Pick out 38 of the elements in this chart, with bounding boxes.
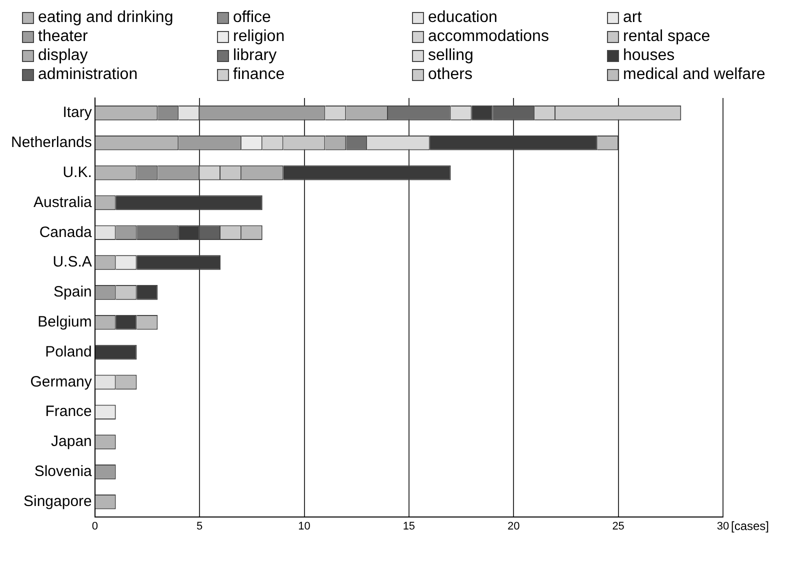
x-tick-label: 30 <box>716 520 730 532</box>
legend-label: office <box>233 8 271 27</box>
y-tick-label: U.K. <box>62 164 92 181</box>
x-tick-label: 25 <box>612 520 624 532</box>
y-tick-label: France <box>45 403 92 420</box>
legend-label: library <box>233 46 277 65</box>
y-tick-label: Slovenia <box>34 463 93 480</box>
y-tick-label: Canada <box>39 224 93 241</box>
legend-label: others <box>428 65 472 84</box>
x-tick-label: 0 <box>92 520 98 532</box>
y-tick-label: Germany <box>30 373 92 390</box>
legend-label: finance <box>233 65 285 84</box>
y-tick-label: Belgium <box>38 314 92 330</box>
legend-label: display <box>38 46 88 65</box>
legend-label: art <box>623 8 642 27</box>
y-tick-label: Itary <box>62 104 92 122</box>
y-tick-label: Poland <box>45 343 92 360</box>
legend-label: accommodations <box>428 27 549 46</box>
y-tick-label: U.S.A <box>52 254 92 271</box>
legend-label: selling <box>428 46 474 65</box>
y-tick-label: Netherlands <box>10 134 92 152</box>
legend-label: houses <box>623 46 675 65</box>
legend-label: administration <box>38 65 138 84</box>
y-tick-label: Australia <box>34 194 93 211</box>
x-axis-title: [cases] <box>731 519 770 534</box>
x-tick-label: 5 <box>196 520 203 532</box>
x-tick-label: 15 <box>402 520 416 532</box>
legend-label: rental space <box>623 27 710 46</box>
y-tick-label: Singapore <box>23 492 92 510</box>
legend-label: theater <box>38 27 88 46</box>
legend-label: religion <box>233 27 285 46</box>
y-tick-label: Japan <box>51 433 92 450</box>
y-tick-label: Spain <box>54 284 92 301</box>
legend-label: education <box>428 8 498 27</box>
legend-label: medical and welfare <box>623 65 766 84</box>
x-tick-label: 20 <box>508 520 520 532</box>
legend-label: eating and drinking <box>38 8 174 27</box>
x-tick-label: 10 <box>298 520 310 532</box>
